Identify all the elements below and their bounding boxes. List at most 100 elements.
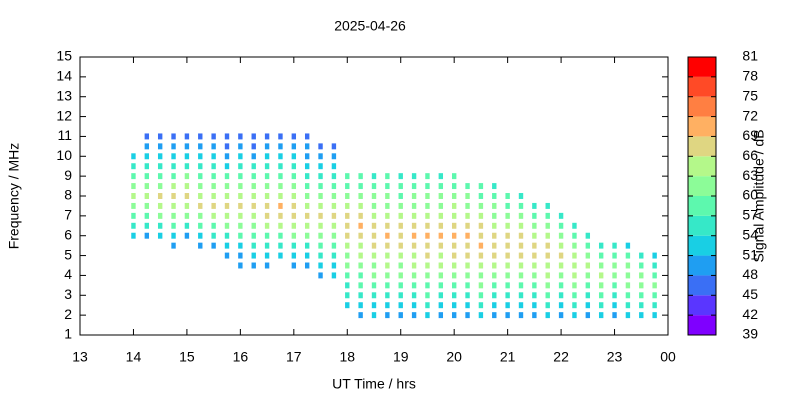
heatmap-cell xyxy=(291,173,297,180)
heatmap-cell xyxy=(451,222,457,229)
heatmap-cell xyxy=(532,312,537,319)
heatmap-cell xyxy=(358,173,363,180)
heatmap-cell xyxy=(318,222,323,229)
heatmap-cell xyxy=(505,302,510,309)
heatmap-cell xyxy=(478,252,484,259)
heatmap-cell xyxy=(425,312,430,319)
heatmap-cell xyxy=(451,202,457,209)
heatmap-cell xyxy=(157,202,163,209)
heatmap-cell xyxy=(358,212,363,219)
heatmap-cell xyxy=(492,292,497,299)
heatmap-cell xyxy=(558,262,564,269)
y-tick-label: 10 xyxy=(56,147,72,163)
heatmap-cell xyxy=(585,232,591,239)
heatmap-cell xyxy=(398,173,403,180)
heatmap-cell xyxy=(558,302,564,309)
heatmap-cell xyxy=(425,173,430,180)
heatmap-cell xyxy=(251,252,256,259)
heatmap-cell xyxy=(438,183,444,190)
heatmap-cell xyxy=(411,242,417,249)
heatmap-cell xyxy=(545,222,550,229)
heatmap-cell xyxy=(157,222,163,229)
heatmap-cell xyxy=(198,173,203,180)
heatmap-cell xyxy=(385,232,390,239)
colorbar-tick-label: 60 xyxy=(742,187,758,203)
heatmap-cell xyxy=(304,163,310,170)
heatmap-cell xyxy=(358,262,363,269)
heatmap-cell xyxy=(184,222,190,229)
heatmap-cell xyxy=(358,282,363,289)
heatmap-cell xyxy=(585,242,591,249)
heatmap-cell xyxy=(318,173,323,180)
heatmap-cell xyxy=(238,242,243,249)
heatmap-cell xyxy=(238,262,243,269)
heatmap-cell xyxy=(291,183,297,190)
heatmap-cell xyxy=(171,242,176,249)
heatmap-cell xyxy=(184,232,190,239)
heatmap-cell xyxy=(385,282,390,289)
heatmap-cell xyxy=(198,143,203,150)
heatmap-cell xyxy=(411,282,417,289)
heatmap-cell xyxy=(211,143,216,150)
heatmap-cell xyxy=(612,252,617,259)
heatmap-cell xyxy=(545,232,550,239)
heatmap-cell xyxy=(478,292,484,299)
heatmap-cell xyxy=(545,282,550,289)
heatmap-cell xyxy=(264,153,270,160)
heatmap-cell xyxy=(532,222,537,229)
heatmap-cell xyxy=(585,272,591,279)
heatmap-cell xyxy=(585,302,591,309)
heatmap-cell xyxy=(318,272,323,279)
heatmap-cell xyxy=(198,193,203,199)
heatmap-cell xyxy=(238,163,243,170)
heatmap-cell xyxy=(198,153,203,160)
heatmap-cell xyxy=(478,272,484,279)
heatmap-cell xyxy=(532,202,537,209)
heatmap-cell xyxy=(251,202,256,209)
heatmap-cell xyxy=(465,282,470,289)
heatmap-cell xyxy=(358,292,363,299)
heatmap-cell xyxy=(171,163,176,170)
heatmap-cell xyxy=(264,242,270,249)
heatmap-cell xyxy=(652,272,657,279)
colorbar-tick-label: 63 xyxy=(742,167,758,183)
heatmap-cell xyxy=(157,133,163,140)
heatmap-cell xyxy=(358,193,363,199)
heatmap-cell xyxy=(505,262,510,269)
heatmap-cell xyxy=(492,222,497,229)
colorbar-band xyxy=(688,315,716,335)
heatmap-cell xyxy=(598,272,604,279)
heatmap-cell xyxy=(438,232,444,239)
heatmap-cell xyxy=(318,262,323,269)
heatmap-cell xyxy=(505,222,510,229)
heatmap-cell xyxy=(251,212,256,219)
heatmap-cell xyxy=(398,262,403,269)
heatmap-cell xyxy=(625,282,631,289)
heatmap-cell xyxy=(438,222,444,229)
heatmap-cell xyxy=(518,292,524,299)
heatmap-cell xyxy=(411,272,417,279)
colorbar-band xyxy=(688,136,716,157)
heatmap-cell xyxy=(304,173,310,180)
heatmap-cell xyxy=(438,312,444,319)
y-tick-label: 3 xyxy=(64,286,72,302)
colorbar-band xyxy=(688,295,716,316)
heatmap-cell xyxy=(318,193,323,199)
heatmap-cell xyxy=(251,232,256,239)
colorbar-band xyxy=(688,196,716,216)
heatmap-cell xyxy=(345,193,350,199)
heatmap-cell xyxy=(171,222,176,229)
heatmap-cell xyxy=(411,183,417,190)
heatmap-cell xyxy=(411,212,417,219)
heatmap-cell xyxy=(304,153,310,160)
heatmap-cell xyxy=(465,302,470,309)
heatmap-cell xyxy=(345,282,350,289)
heatmap-cell xyxy=(278,173,283,180)
heatmap-cell xyxy=(465,183,470,190)
heatmap-cell xyxy=(518,202,524,209)
heatmap-cell xyxy=(318,143,323,150)
y-tick-label: 2 xyxy=(64,306,72,322)
colorbar-band xyxy=(688,57,716,77)
heatmap-cell xyxy=(345,232,350,239)
heatmap-cell xyxy=(371,312,377,319)
